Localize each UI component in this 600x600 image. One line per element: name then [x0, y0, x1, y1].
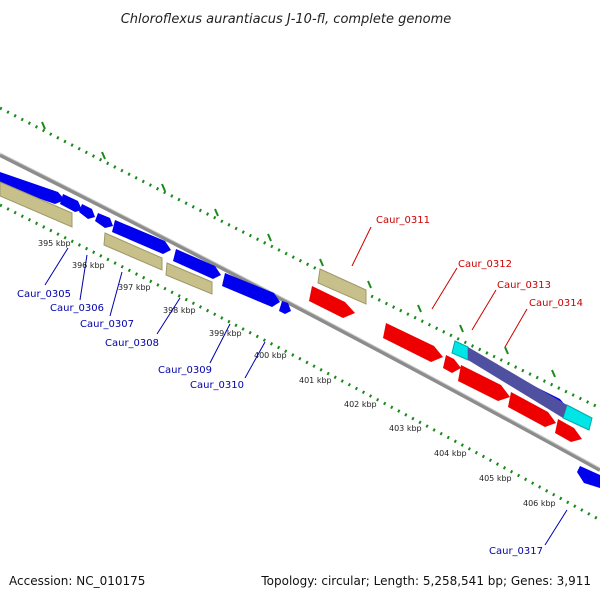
kbp-label-396: 396 kbp: [72, 261, 105, 270]
gene-caur-0311: [309, 286, 355, 318]
outer-minor-ticks: [41, 121, 556, 378]
gene-label-caur-0306: Caur_0306: [50, 303, 104, 314]
gene-caur-0317: [577, 466, 600, 488]
gene-label-caur-0305: Caur_0305: [17, 289, 71, 300]
genome-backbone: [0, 153, 600, 472]
gene-caur-0306b: [79, 204, 95, 219]
rna-feature-3: [165, 262, 213, 295]
inner-tick-ring: [0, 203, 600, 522]
kbp-label-398: 398 kbp: [163, 306, 196, 315]
accession-text: Accession: NC_010175: [9, 574, 145, 588]
gene-caur-0307: [95, 213, 113, 228]
kbp-label-403: 403 kbp: [389, 424, 422, 433]
forward-leader-lines: [44, 247, 568, 546]
gene-caur-0313: [458, 365, 510, 401]
kbp-label-404: 404 kbp: [434, 449, 467, 458]
reverse-leader-lines: [351, 226, 528, 348]
kbp-label-397: 397 kbp: [118, 283, 151, 292]
gene-labels: Caur_0305 Caur_0306 Caur_0307 Caur_0308 …: [17, 215, 583, 557]
gene-caur-0314: [508, 392, 556, 427]
kbp-label-405: 405 kbp: [479, 474, 512, 483]
gene-caur-0309: [173, 249, 221, 279]
gene-caur-0310: [222, 273, 280, 307]
kbp-label-395: 395 kbp: [38, 239, 71, 248]
outer-tick-ring: [0, 106, 600, 410]
gene-label-caur-0307: Caur_0307: [80, 319, 134, 330]
kbp-label-402: 402 kbp: [344, 400, 377, 409]
gene-caur-0305: [0, 172, 65, 204]
rna-feature-4: [317, 268, 367, 305]
forward-genes: [0, 172, 600, 488]
map-title: Chloroflexus aurantiacus J-10-fl, comple…: [121, 12, 452, 27]
gene-caur-0308: [112, 220, 171, 254]
kbp-label-401: 401 kbp: [299, 376, 332, 385]
rna-feature-2: [103, 232, 163, 271]
highlight-features: [451, 340, 593, 431]
rna-features: [0, 181, 367, 305]
gene-label-caur-0308: Caur_0308: [105, 338, 159, 349]
gene-label-caur-0311: Caur_0311: [376, 215, 430, 226]
overlap-feature: [468, 347, 567, 418]
gene-label-caur-0309: Caur_0309: [158, 365, 212, 376]
gene-label-caur-0317: Caur_0317: [489, 546, 543, 557]
genome-summary-text: Topology: circular; Length: 5,258,541 bp…: [260, 574, 591, 588]
gene-caur-0310b: [279, 301, 291, 314]
reverse-genes: [309, 286, 582, 442]
kbp-label-406: 406 kbp: [523, 499, 556, 508]
gene-caur-0312: [383, 323, 443, 362]
gene-caur-0306: [60, 194, 82, 212]
gene-caur-0312b: [443, 355, 461, 373]
gene-caur-0314b: [555, 419, 582, 442]
kbp-label-400: 400 kbp: [254, 351, 287, 360]
rna-feature-1: [0, 181, 73, 228]
gene-label-caur-0310: Caur_0310: [190, 380, 244, 391]
gene-label-caur-0312: Caur_0312: [458, 259, 512, 270]
gene-label-caur-0313: Caur_0313: [497, 280, 551, 291]
gene-label-caur-0314: Caur_0314: [529, 298, 583, 309]
